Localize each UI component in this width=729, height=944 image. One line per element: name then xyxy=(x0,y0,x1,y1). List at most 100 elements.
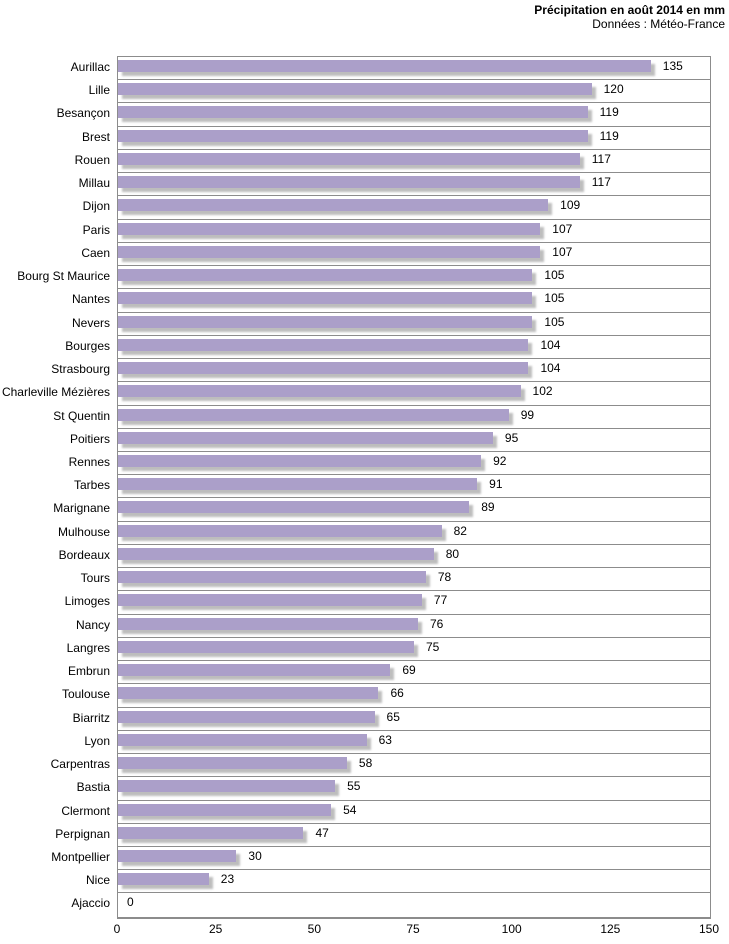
chart-row: Besançon 119 xyxy=(57,103,710,127)
category-label: Langres xyxy=(66,640,110,655)
category-label: Bordeaux xyxy=(58,547,110,562)
bar xyxy=(118,176,580,189)
value-label: 54 xyxy=(343,802,357,817)
value-label: 80 xyxy=(445,546,460,561)
chart-header: Précipitation en août 2014 en mm Données… xyxy=(534,3,725,31)
category-label: Tours xyxy=(80,571,110,586)
bar xyxy=(118,571,426,584)
category-label: Lille xyxy=(88,83,110,98)
value-label: 119 xyxy=(599,105,619,120)
bar xyxy=(118,687,379,700)
chart-row: Strasbourg 104 xyxy=(51,359,710,383)
bar xyxy=(118,408,509,421)
value-label: 95 xyxy=(504,430,519,445)
chart-row: Biarritz 65 xyxy=(73,708,710,731)
value-label: 30 xyxy=(248,848,262,863)
category-label: Paris xyxy=(82,222,110,237)
chart-row: Marignane 89 xyxy=(53,498,710,522)
bar xyxy=(118,803,332,816)
x-tick-label: 150 xyxy=(698,922,720,936)
category-label: Ajaccio xyxy=(71,896,110,911)
x-tick-label: 100 xyxy=(501,922,522,936)
chart-row: Langres 75 xyxy=(67,638,710,662)
value-label: 63 xyxy=(378,732,392,747)
category-label: St Quentin xyxy=(53,408,110,423)
chart-row: Tarbes 91 xyxy=(74,475,710,499)
x-tick-label: 0 xyxy=(113,922,121,936)
chart-row: Toulouse 66 xyxy=(62,684,710,708)
bar xyxy=(118,83,592,96)
category-label: Nevers xyxy=(71,315,110,330)
chart-row: Nice 23 xyxy=(86,870,710,894)
value-label: 120 xyxy=(603,82,624,97)
category-label: Clermont xyxy=(61,803,110,818)
value-label: 91 xyxy=(489,477,503,492)
category-label: Marignane xyxy=(53,501,110,516)
value-label: 78 xyxy=(437,570,452,585)
x-axis: 0 25 50 75 100 125 150 xyxy=(113,922,719,938)
bar xyxy=(118,873,209,886)
category-label: Nantes xyxy=(71,292,110,307)
category-label: Mulhouse xyxy=(57,524,110,539)
value-label: 117 xyxy=(591,175,611,190)
chart-row: Clermont 54 xyxy=(61,801,710,824)
value-label: 109 xyxy=(560,198,581,213)
chart-row: Nancy 76 xyxy=(76,615,710,638)
category-label: Limoges xyxy=(64,594,110,609)
chart-row: Nantes 105 xyxy=(72,289,710,313)
value-label: 66 xyxy=(390,686,404,701)
value-label: 82 xyxy=(453,523,467,538)
bar xyxy=(118,385,521,398)
category-label: Besançon xyxy=(56,106,110,121)
category-label: Rennes xyxy=(68,454,110,469)
value-label: 107 xyxy=(552,244,573,259)
chart-row: Caen 107 xyxy=(81,243,710,267)
chart-row: Bourg St Maurice 105 xyxy=(17,266,710,290)
bar xyxy=(118,780,336,793)
value-label: 65 xyxy=(386,709,400,724)
bar xyxy=(118,199,549,212)
bar xyxy=(118,222,541,235)
chart-row: St Quentin 99 xyxy=(53,406,710,429)
bar xyxy=(118,292,533,305)
x-tick-label: 75 xyxy=(406,922,420,936)
chart-row: Tours 78 xyxy=(81,568,710,592)
chart-row: Brest 119 xyxy=(82,127,710,150)
chart-row: Mulhouse 82 xyxy=(58,522,710,545)
bar xyxy=(118,594,422,607)
bar xyxy=(118,617,418,630)
category-label: Toulouse xyxy=(61,687,110,702)
value-label: 135 xyxy=(662,59,683,73)
category-label: Bourg St Maurice xyxy=(17,269,110,284)
bar xyxy=(118,106,588,119)
value-label: 23 xyxy=(220,872,235,887)
value-label: 77 xyxy=(433,593,448,608)
x-tick-label: 50 xyxy=(307,922,322,936)
value-label: 104 xyxy=(540,337,561,352)
chart-row: Bastia 55 xyxy=(77,777,710,801)
value-label: 104 xyxy=(540,361,561,376)
category-label: Caen xyxy=(81,245,110,260)
chart-row: Bordeaux 80 xyxy=(59,545,710,569)
bar xyxy=(118,501,470,514)
plot-area: Aurillac 135 Lille 120 Besançon 119 Brest 119 Ro… xyxy=(2,56,711,919)
bar xyxy=(118,338,529,351)
category-label: Poitiers xyxy=(69,431,110,446)
category-label: Carpentras xyxy=(50,757,110,772)
value-label: 75 xyxy=(426,639,440,654)
value-label: 47 xyxy=(315,825,329,840)
category-label: Brest xyxy=(81,129,110,144)
value-label: 119 xyxy=(599,128,619,143)
chart-title: Précipitation en août 2014 en mm xyxy=(534,3,725,17)
value-label: 105 xyxy=(544,314,565,329)
bar xyxy=(118,849,237,862)
chart-row: Nevers 105 xyxy=(72,313,710,336)
bar xyxy=(118,431,493,444)
value-label: 107 xyxy=(552,221,573,236)
chart-row: Dijon 109 xyxy=(83,196,710,220)
chart-row: Rennes 92 xyxy=(69,452,710,476)
chart-row: Embrun 69 xyxy=(68,661,710,685)
x-tick-label: 25 xyxy=(208,922,223,936)
bar xyxy=(118,129,588,142)
